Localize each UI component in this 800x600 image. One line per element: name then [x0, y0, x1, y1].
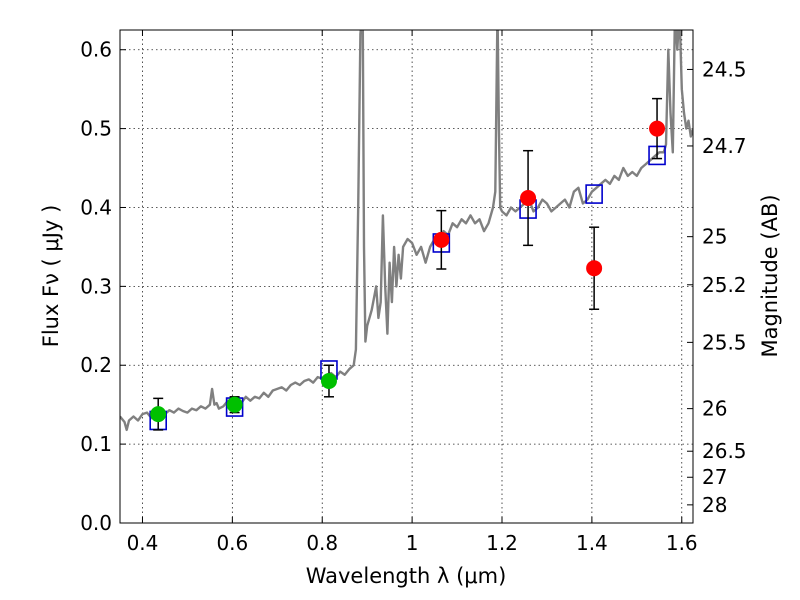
right-tick-label: 28	[702, 493, 727, 517]
right-tick-label: 24.5	[702, 57, 747, 81]
x-tick-label: 0.8	[306, 531, 338, 555]
plot-area	[120, 30, 693, 432]
y-tick-label: 0.6	[80, 38, 112, 62]
y-tick-label: 0.0	[80, 511, 112, 535]
right-tick-label: 26	[702, 397, 727, 421]
observed-data-point	[320, 373, 337, 390]
right-tick-label: 26.5	[702, 439, 747, 463]
right-tick-label: 24.7	[702, 134, 747, 158]
observed-data-point	[150, 406, 167, 423]
x-tick-label: 1.2	[486, 531, 518, 555]
right-tick-label: 25.2	[702, 273, 747, 297]
y-axis-label: Flux Fν ( μJy )	[39, 205, 63, 348]
y-tick-label: 0.1	[80, 432, 112, 456]
x-tick-label: 0.4	[127, 531, 159, 555]
right-tick-label: 27	[702, 465, 727, 489]
right-axis-label: Magnitude (AB)	[758, 194, 782, 357]
observed-data-point	[433, 231, 450, 248]
axis-ticks: 0.4 0.6 0.8 1 1.2 1.4 1.6 0.0 0.1 0.2 0.3 0.4 0.5 0.6…	[80, 30, 747, 555]
spectrum-line	[120, 30, 693, 432]
x-tick-label: 1.4	[576, 531, 608, 555]
observed-data-point	[586, 260, 603, 277]
y-tick-label: 0.2	[80, 353, 112, 377]
observed-data-point	[520, 190, 537, 207]
x-tick-label: 0.6	[216, 531, 248, 555]
model-photometry-square	[585, 184, 603, 204]
y-tick-label: 0.5	[80, 117, 112, 141]
y-tick-label: 0.4	[80, 195, 112, 219]
y-tick-label: 0.3	[80, 274, 112, 298]
observed-data-point	[649, 120, 666, 137]
observed-data-point	[226, 396, 243, 413]
right-tick-label: 25	[702, 225, 727, 249]
grid-lines	[120, 30, 693, 524]
x-axis-label: Wavelength λ (μm)	[306, 564, 507, 588]
right-tick-label: 25.5	[702, 330, 747, 354]
x-tick-label: 1.6	[666, 531, 698, 555]
x-tick-label: 1	[406, 531, 419, 555]
axes-frame	[119, 29, 694, 524]
